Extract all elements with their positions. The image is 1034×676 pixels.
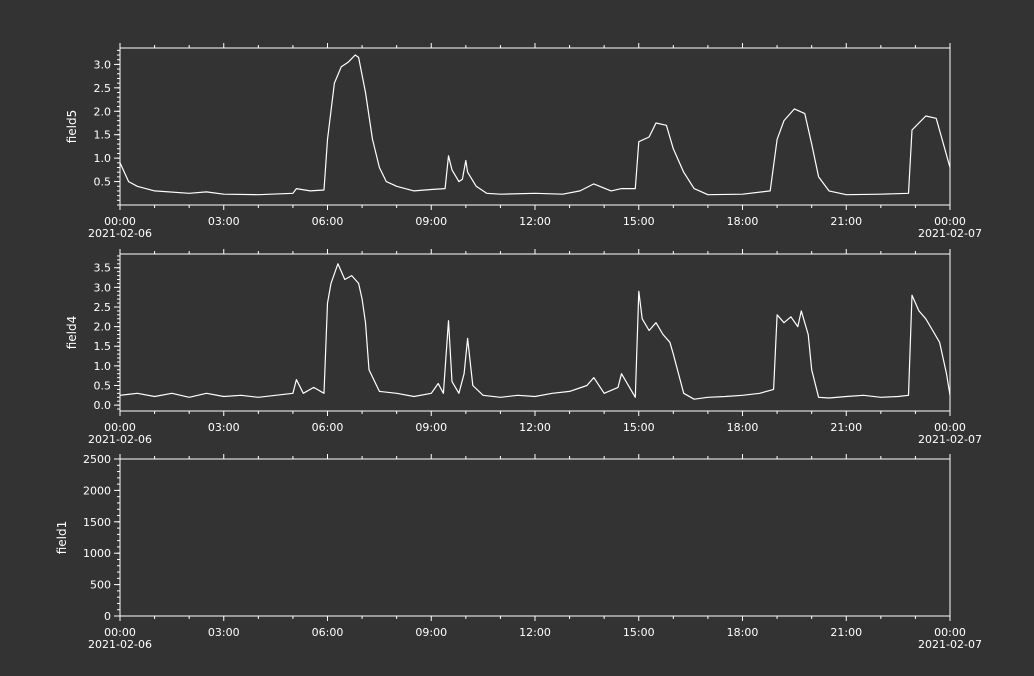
y-tick-label: 2500 bbox=[83, 453, 111, 466]
x-tick-label: 09:00 bbox=[415, 626, 447, 639]
y-tick-label: 1.0 bbox=[94, 152, 112, 165]
y-axis-label: field4 bbox=[65, 316, 79, 350]
x-date-label-right: 2021-02-07 bbox=[918, 638, 982, 651]
x-tick-label: 21:00 bbox=[830, 215, 862, 228]
y-tick-label: 2.0 bbox=[94, 105, 112, 118]
y-tick-label: 1.0 bbox=[94, 360, 112, 373]
y-axis-label: field1 bbox=[55, 521, 69, 555]
y-axis-label: field5 bbox=[65, 110, 79, 144]
y-tick-label: 2.0 bbox=[94, 321, 112, 334]
charts-root: 00:00 03:00 06:00 09:00 12:00 15:00 18:00 21:00… bbox=[55, 43, 982, 651]
x-tick-label: 09:00 bbox=[415, 421, 447, 434]
x-tick-label: 18:00 bbox=[727, 421, 759, 434]
x-tick-label: 06:00 bbox=[312, 421, 344, 434]
y-tick-label: 0 bbox=[104, 610, 111, 623]
x-tick-label: 06:00 bbox=[312, 215, 344, 228]
y-tick-label: 2.5 bbox=[94, 82, 112, 95]
x-tick-label: 21:00 bbox=[830, 421, 862, 434]
x-tick-label: 06:00 bbox=[312, 626, 344, 639]
y-tick-label: 2.5 bbox=[94, 301, 112, 314]
x-date-label-left: 2021-02-06 bbox=[88, 433, 152, 446]
x-tick-label: 03:00 bbox=[208, 421, 240, 434]
y-tick-label: 1.5 bbox=[94, 340, 112, 353]
series-line-field5 bbox=[119, 54, 951, 196]
y-tick-label: 1500 bbox=[83, 516, 111, 529]
x-tick-label: 00:00 bbox=[104, 215, 136, 228]
x-date-label-left: 2021-02-06 bbox=[88, 638, 152, 651]
x-tick-label: 09:00 bbox=[415, 215, 447, 228]
x-tick-label: 15:00 bbox=[623, 626, 655, 639]
x-tick-label: 00:00 bbox=[104, 626, 136, 639]
y-tick-label: 1000 bbox=[83, 547, 111, 560]
x-date-label-right: 2021-02-07 bbox=[918, 227, 982, 240]
y-tick-label: 3.0 bbox=[94, 58, 112, 71]
x-tick-label: 12:00 bbox=[519, 215, 551, 228]
chart-panel-field1: 00:00 03:00 06:00 09:00 12:00 15:00 18:00 21:00… bbox=[55, 453, 982, 651]
y-tick-label: 3.5 bbox=[94, 262, 112, 275]
y-tick-label: 0.0 bbox=[94, 399, 112, 412]
x-tick-label: 00:00 bbox=[104, 421, 136, 434]
chart-panel-field4: 00:00 03:00 06:00 09:00 12:00 15:00 18:00 21:00… bbox=[65, 249, 982, 446]
x-tick-label: 03:00 bbox=[208, 215, 240, 228]
x-tick-label: 12:00 bbox=[519, 421, 551, 434]
y-tick-label: 500 bbox=[90, 579, 111, 592]
series-line-field4 bbox=[119, 263, 951, 400]
y-tick-label: 2000 bbox=[83, 484, 111, 497]
y-tick-label: 3.0 bbox=[94, 281, 112, 294]
x-tick-label: 21:00 bbox=[830, 626, 862, 639]
x-tick-label: 15:00 bbox=[623, 215, 655, 228]
chart-panel-field5: 00:00 03:00 06:00 09:00 12:00 15:00 18:00 21:00… bbox=[65, 43, 982, 240]
y-tick-label: 1.5 bbox=[94, 129, 112, 142]
x-tick-label: 03:00 bbox=[208, 626, 240, 639]
x-date-label-right: 2021-02-07 bbox=[918, 433, 982, 446]
x-tick-label: 00:00 bbox=[934, 421, 966, 434]
y-tick-label: 0.5 bbox=[94, 379, 112, 392]
x-tick-label: 00:00 bbox=[934, 215, 966, 228]
x-tick-label: 00:00 bbox=[934, 626, 966, 639]
x-tick-label: 18:00 bbox=[727, 215, 759, 228]
x-date-label-left: 2021-02-06 bbox=[88, 227, 152, 240]
x-tick-label: 12:00 bbox=[519, 626, 551, 639]
x-tick-label: 15:00 bbox=[623, 421, 655, 434]
x-tick-label: 18:00 bbox=[727, 626, 759, 639]
y-tick-label: 0.5 bbox=[94, 176, 112, 189]
